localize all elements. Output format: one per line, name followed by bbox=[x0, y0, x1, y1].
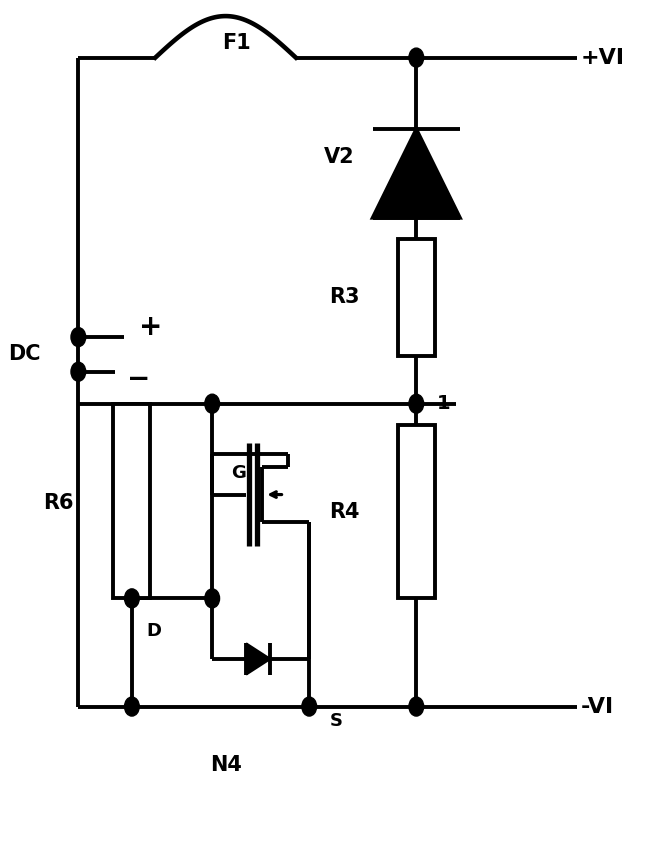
Polygon shape bbox=[373, 129, 460, 218]
Text: F1: F1 bbox=[222, 33, 251, 53]
Bar bbox=[114, 404, 151, 598]
Bar bbox=[398, 425, 435, 598]
Text: +: + bbox=[139, 312, 163, 341]
Text: R3: R3 bbox=[329, 287, 360, 307]
Circle shape bbox=[71, 327, 86, 346]
Text: DC: DC bbox=[8, 345, 40, 365]
Text: 1: 1 bbox=[436, 394, 450, 413]
Circle shape bbox=[205, 589, 220, 608]
Circle shape bbox=[302, 697, 317, 716]
Bar bbox=[398, 240, 435, 356]
Text: N4: N4 bbox=[210, 754, 241, 774]
Text: S: S bbox=[329, 713, 342, 730]
Text: -VI: -VI bbox=[580, 696, 614, 717]
Text: G: G bbox=[232, 464, 247, 482]
Circle shape bbox=[409, 697, 423, 716]
Text: V2: V2 bbox=[324, 148, 355, 168]
Circle shape bbox=[205, 394, 220, 413]
Text: R6: R6 bbox=[43, 493, 74, 513]
Circle shape bbox=[124, 589, 139, 608]
Circle shape bbox=[409, 48, 423, 67]
Text: −: − bbox=[127, 365, 151, 392]
Text: D: D bbox=[146, 622, 161, 641]
Text: R4: R4 bbox=[329, 502, 360, 522]
Circle shape bbox=[409, 394, 423, 413]
Circle shape bbox=[124, 697, 139, 716]
Polygon shape bbox=[246, 643, 270, 674]
Circle shape bbox=[71, 362, 86, 381]
Text: +VI: +VI bbox=[580, 48, 624, 68]
